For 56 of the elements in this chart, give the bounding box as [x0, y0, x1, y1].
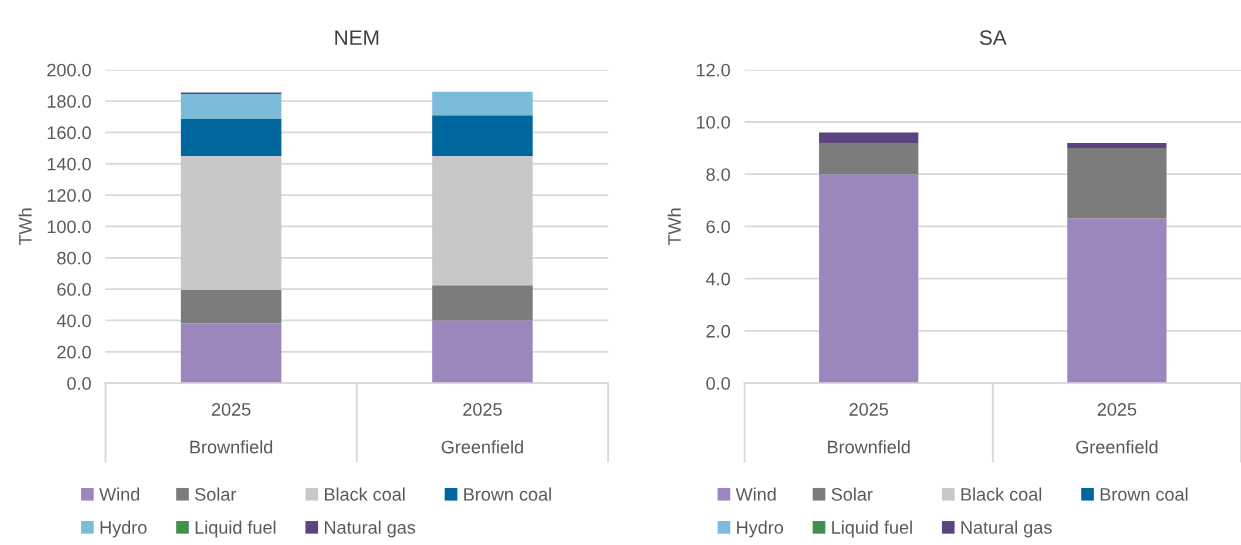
- y-tick-label: 6.0: [706, 220, 731, 234]
- y-tick-label: 200.0: [47, 63, 91, 77]
- legend-label: Brown coal: [464, 487, 551, 501]
- legend-label: Wind: [99, 487, 140, 501]
- y-tick-label: 12.0: [696, 63, 731, 77]
- legend-label: Black coal: [324, 487, 405, 501]
- bar: [819, 142, 919, 175]
- y-tick-label: 0.0: [706, 377, 731, 390]
- bar: [180, 289, 282, 324]
- bar: [180, 155, 282, 290]
- category-label: 2025 Brownfield: [190, 403, 273, 454]
- legend-label: Brown coal: [1100, 487, 1188, 501]
- legend-label: Liquid fuel: [195, 520, 276, 538]
- y-tick-label: 2.0: [706, 324, 731, 338]
- y-tick-label: 4.0: [706, 272, 731, 286]
- y-tick-label: 0.0: [67, 377, 91, 390]
- legend-label: Natural gas: [324, 520, 416, 538]
- category-label: 2025 Brownfield: [828, 403, 910, 454]
- y-tick-label: 10.0: [696, 115, 731, 129]
- bar: [432, 285, 533, 321]
- legend-label: Solar: [831, 487, 873, 501]
- y-tick-label: 180.0: [47, 95, 91, 108]
- bar: [1067, 142, 1167, 149]
- y-tick-label: 8.0: [706, 168, 731, 181]
- chart-title: SA: [979, 30, 1007, 45]
- bar: [180, 119, 282, 156]
- bar: [432, 115, 533, 156]
- legend-label: Liquid fuel: [832, 520, 912, 538]
- bar: [1067, 148, 1167, 219]
- legend-label: Wind: [735, 487, 776, 501]
- legend-label: Solar: [195, 487, 237, 501]
- y-axis-title: TWh: [18, 208, 32, 246]
- category-label: 2025 Greenfield: [441, 403, 523, 454]
- bar: [432, 320, 533, 384]
- y-tick-label: 100.0: [47, 220, 91, 234]
- legend-label: Black coal: [961, 487, 1042, 501]
- bar: [819, 174, 919, 384]
- y-tick-label: 60.0: [57, 283, 91, 296]
- y-tick-label: 80.0: [57, 251, 91, 265]
- bar: [819, 132, 919, 143]
- y-tick-label: 40.0: [56, 314, 91, 328]
- category-label: 2025 Greenfield: [1076, 403, 1158, 454]
- bar: [432, 91, 533, 116]
- legend-label: Hydro: [737, 520, 784, 538]
- y-axis-title: TWh: [667, 208, 681, 246]
- bar: [180, 323, 282, 384]
- legend-label: Natural gas: [961, 520, 1052, 538]
- y-tick-label: 140.0: [47, 157, 91, 171]
- bar: [1067, 218, 1167, 384]
- legend-label: Hydro: [100, 520, 147, 538]
- bar: [180, 94, 282, 120]
- y-tick-label: 160.0: [47, 126, 91, 140]
- bar: [432, 155, 533, 286]
- y-tick-label: 120.0: [47, 189, 91, 202]
- y-tick-label: 20.0: [57, 345, 91, 359]
- chart-title: NEM: [335, 30, 379, 45]
